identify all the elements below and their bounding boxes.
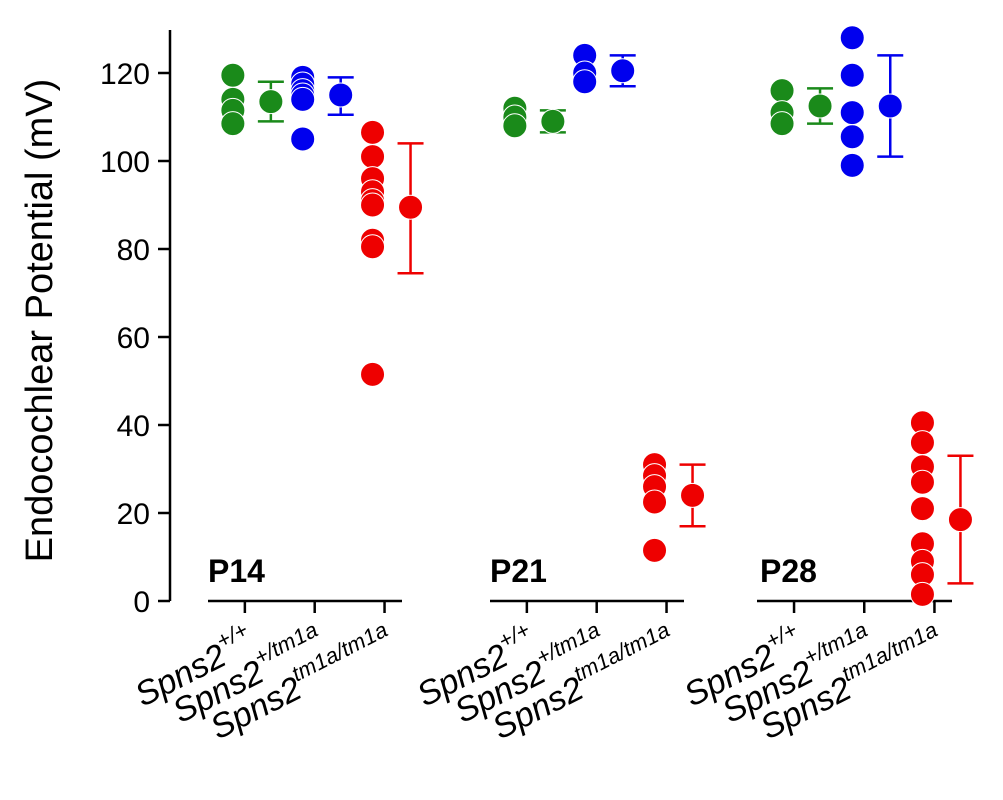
data-point (909, 496, 935, 522)
group-p28-1 (839, 25, 904, 613)
y-tick-label: 120 (100, 58, 150, 91)
mean-point (328, 82, 354, 108)
y-tick-label: 100 (100, 146, 150, 179)
data-point (839, 62, 865, 88)
y-tick-label: 60 (117, 322, 150, 355)
group-p21-0 (502, 95, 566, 613)
mean-point (610, 58, 636, 84)
group-p28-0 (769, 78, 834, 613)
data-point (909, 430, 935, 456)
panel-p21: P21 (490, 42, 706, 613)
data-point (769, 111, 795, 137)
data-point (360, 144, 386, 170)
group-p21-1 (572, 42, 636, 613)
y-tick-label: 40 (117, 410, 150, 443)
group-p28-2 (909, 410, 974, 613)
group-p14-1 (290, 64, 354, 613)
panel-p28: P28 (757, 25, 974, 613)
mean-point (947, 507, 973, 533)
group-p14-2 (360, 119, 424, 613)
panel-label: P21 (490, 553, 547, 589)
data-point (290, 126, 316, 152)
data-point (572, 69, 598, 95)
group-p14-0 (220, 62, 284, 613)
data-point (360, 192, 386, 218)
data-point (360, 234, 386, 260)
data-point (839, 124, 865, 150)
data-point (360, 119, 386, 145)
data-point (839, 25, 865, 51)
data-point (839, 152, 865, 178)
data-point (290, 86, 316, 112)
y-tick-label: 80 (117, 234, 150, 267)
data-point (642, 537, 668, 563)
data-point (909, 469, 935, 495)
mean-point (807, 93, 833, 119)
panel-label: P14 (208, 553, 265, 589)
data-point (220, 62, 246, 88)
chart-panels: P14 P21 P28 (208, 25, 974, 613)
data-point (360, 361, 386, 387)
data-point (909, 581, 935, 607)
data-point (220, 111, 246, 137)
mean-point (398, 194, 424, 220)
group-p21-2 (642, 452, 706, 613)
mean-point (680, 482, 706, 508)
panel-label: P28 (760, 553, 817, 589)
data-point (769, 78, 795, 104)
y-tick-label: 0 (133, 586, 150, 619)
data-point (642, 489, 668, 515)
y-tick-label: 20 (117, 498, 150, 531)
mean-point (877, 93, 903, 119)
data-point (502, 113, 528, 139)
y-axis: 0 20 40 60 80 100 120 Endocochlear Potential (m… (19, 30, 172, 619)
panel-p14: P14 (208, 62, 424, 613)
mean-point (258, 89, 284, 115)
data-point (839, 100, 865, 126)
mean-point (540, 108, 566, 134)
y-axis-label: Endocochlear Potential (mV) (19, 79, 61, 563)
